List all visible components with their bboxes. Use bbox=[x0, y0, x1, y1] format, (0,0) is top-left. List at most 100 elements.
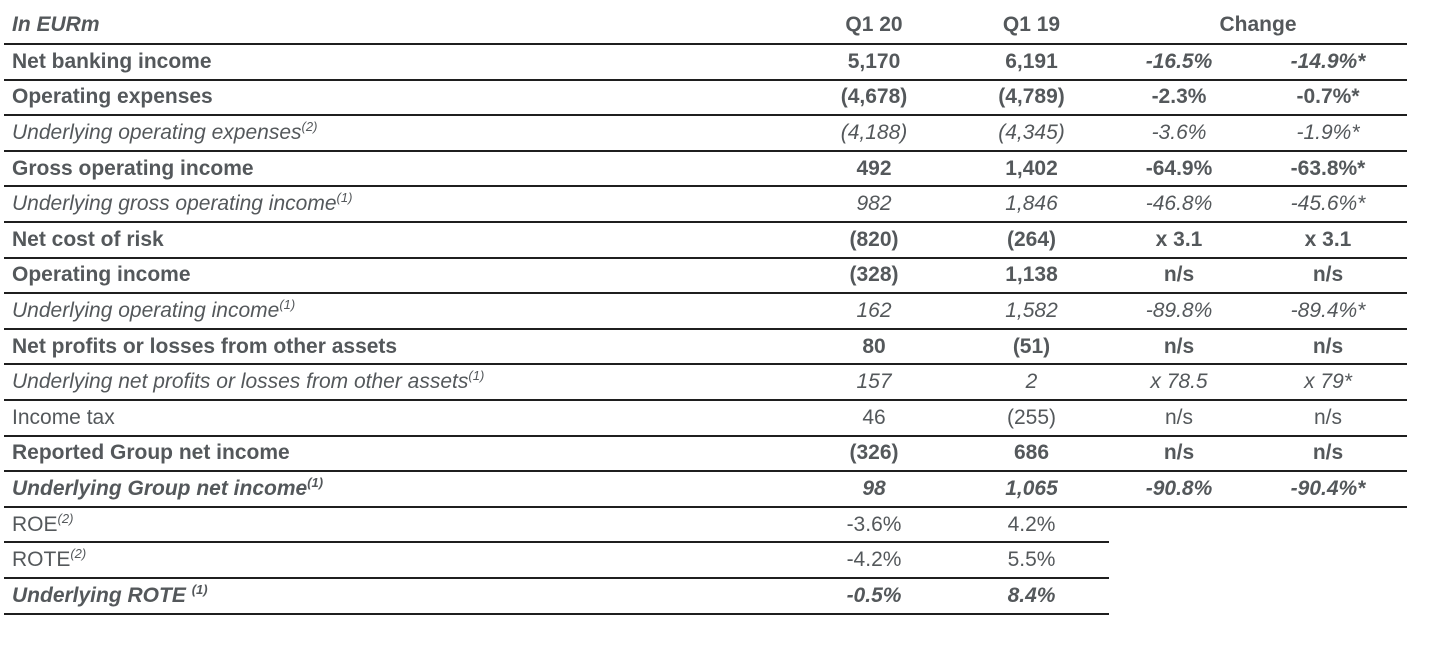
table-row: Underlying gross operating income(1) 982… bbox=[4, 186, 1408, 223]
cell-change-reported: n/s bbox=[1109, 399, 1249, 437]
table-body: Net banking income 5,170 6,191 -16.5% -1… bbox=[4, 44, 1408, 615]
row-label-text: Net cost of risk bbox=[12, 227, 164, 251]
cell-change-reported: -3.6% bbox=[1109, 115, 1249, 152]
cell-q119: 1,138 bbox=[954, 257, 1109, 295]
row-label-cell: ROTE(2) bbox=[4, 542, 794, 579]
cell-change-underlying: n/s bbox=[1249, 328, 1408, 366]
row-label-cell: Operating expenses bbox=[4, 79, 794, 117]
row-label-footnote: (2) bbox=[57, 510, 74, 526]
cell-change-reported: -2.3% bbox=[1109, 79, 1249, 117]
cell-q120: 162 bbox=[794, 293, 954, 330]
cell-change-underlying: -1.9%* bbox=[1249, 115, 1408, 152]
cell-change-reported: n/s bbox=[1109, 257, 1249, 295]
cell-change-underlying bbox=[1249, 542, 1407, 578]
cell-change-reported: x 3.1 bbox=[1109, 221, 1249, 259]
cell-change-underlying: -90.4%* bbox=[1249, 471, 1408, 508]
row-label-text: Underlying Group net income bbox=[12, 476, 308, 500]
cell-q119: 8.4% bbox=[954, 577, 1109, 615]
table-row: Net profits or losses from other assets … bbox=[4, 328, 1408, 366]
cell-change-underlying: -89.4%* bbox=[1249, 293, 1408, 330]
col-header-q120: Q1 20 bbox=[794, 6, 954, 45]
table-row: Gross operating income 492 1,402 -64.9% … bbox=[4, 150, 1408, 188]
cell-q119: 1,402 bbox=[954, 150, 1109, 188]
row-label-text: Income tax bbox=[12, 405, 115, 429]
table-row: Underlying operating expenses(2) (4,188)… bbox=[4, 115, 1408, 152]
cell-q120: (4,678) bbox=[794, 79, 954, 117]
row-label-text: Operating expenses bbox=[12, 85, 213, 109]
cell-q119: 1,065 bbox=[954, 471, 1109, 508]
row-label-text: Underlying operating expenses bbox=[12, 120, 302, 144]
col-header-change: Change bbox=[1109, 6, 1408, 45]
row-label-cell: Gross operating income bbox=[4, 150, 794, 188]
cell-q119: (51) bbox=[954, 328, 1109, 366]
cell-q119: 2 bbox=[954, 364, 1109, 401]
cell-change-underlying: x 79* bbox=[1249, 364, 1408, 401]
cell-q120: (326) bbox=[794, 435, 954, 473]
row-label-text: Underlying gross operating income bbox=[12, 192, 337, 216]
table-row: Underlying ROTE (1) -0.5% 8.4% bbox=[4, 577, 1407, 615]
row-label-text: Underlying ROTE bbox=[12, 583, 192, 607]
table-row: Net banking income 5,170 6,191 -16.5% -1… bbox=[4, 44, 1408, 81]
cell-q120: 492 bbox=[794, 150, 954, 188]
cell-q119: 4.2% bbox=[954, 506, 1109, 544]
cell-q120: 5,170 bbox=[794, 44, 954, 81]
row-label-cell: Underlying ROTE (1) bbox=[4, 577, 794, 615]
row-label-text: ROE bbox=[12, 512, 58, 536]
cell-q119: 1,846 bbox=[954, 186, 1109, 223]
row-label-cell: Income tax bbox=[4, 399, 794, 437]
table-header-row: In EURm Q1 20 Q1 19 Change bbox=[4, 6, 1408, 45]
cell-change-underlying: x 3.1 bbox=[1249, 221, 1408, 259]
row-label-text: ROTE bbox=[12, 548, 71, 572]
cell-change-underlying: -0.7%* bbox=[1249, 79, 1408, 117]
table-row: Operating expenses (4,678) (4,789) -2.3%… bbox=[4, 79, 1408, 117]
row-label-text: Underlying net profits or losses from ot… bbox=[12, 370, 469, 394]
table-row: Operating income (328) 1,138 n/s n/s bbox=[4, 257, 1408, 295]
row-label-cell: Reported Group net income bbox=[4, 435, 794, 473]
cell-change-underlying: -63.8%* bbox=[1249, 150, 1408, 188]
col-header-q119: Q1 19 bbox=[954, 6, 1109, 45]
row-label-cell: Operating income bbox=[4, 257, 794, 295]
row-label-cell: Underlying gross operating income(1) bbox=[4, 186, 794, 223]
row-label-cell: Underlying net profits or losses from ot… bbox=[4, 364, 794, 401]
cell-change-reported: x 78.5 bbox=[1109, 364, 1249, 401]
page: { "colors": { "text": "#54585b", "line":… bbox=[0, 6, 1435, 661]
cell-q119: (255) bbox=[954, 399, 1109, 437]
row-label-text: Underlying operating income bbox=[12, 298, 280, 322]
financial-results-table: In EURm Q1 20 Q1 19 Change Net banking i… bbox=[4, 6, 1408, 615]
table-row: ROE(2) -3.6% 4.2% bbox=[4, 506, 1407, 544]
cell-change-reported bbox=[1109, 542, 1249, 578]
row-label-footnote: (1) bbox=[336, 190, 353, 206]
cell-change-underlying bbox=[1249, 578, 1407, 614]
row-label-text: Gross operating income bbox=[12, 156, 254, 180]
cell-change-underlying: n/s bbox=[1249, 399, 1408, 437]
row-label-cell: Underlying operating income(1) bbox=[4, 293, 794, 330]
row-label-footnote: (1) bbox=[307, 474, 324, 490]
row-label-footnote: (2) bbox=[70, 546, 87, 562]
row-label-footnote: (1) bbox=[279, 296, 296, 312]
row-label-footnote: (1) bbox=[468, 368, 485, 384]
cell-q120: 80 bbox=[794, 328, 954, 366]
cell-q120: (820) bbox=[794, 221, 954, 259]
row-label-cell: Underlying operating expenses(2) bbox=[4, 115, 794, 152]
cell-change-reported: -16.5% bbox=[1109, 44, 1249, 81]
row-label-cell: Net banking income bbox=[4, 44, 794, 81]
cell-q120: 46 bbox=[794, 399, 954, 437]
cell-q120: 982 bbox=[794, 186, 954, 223]
row-label-text: Reported Group net income bbox=[12, 441, 290, 465]
cell-q119: (264) bbox=[954, 221, 1109, 259]
row-label-cell: Net cost of risk bbox=[4, 221, 794, 259]
table-row: Net cost of risk (820) (264) x 3.1 x 3.1 bbox=[4, 221, 1408, 259]
cell-change-reported: -90.8% bbox=[1109, 471, 1249, 508]
cell-q119: 686 bbox=[954, 435, 1109, 473]
cell-change-reported bbox=[1109, 578, 1249, 614]
row-label-text: Net profits or losses from other assets bbox=[12, 334, 398, 358]
cell-change-underlying: -14.9%* bbox=[1249, 44, 1408, 81]
row-label-cell: Net profits or losses from other assets bbox=[4, 328, 794, 366]
row-label-footnote: (1) bbox=[191, 581, 208, 597]
row-label-text: Operating income bbox=[12, 263, 191, 287]
cell-change-underlying: n/s bbox=[1249, 257, 1408, 295]
cell-change-reported bbox=[1109, 507, 1249, 543]
table-header: In EURm Q1 20 Q1 19 Change bbox=[4, 6, 1408, 45]
cell-q119: (4,345) bbox=[954, 115, 1109, 152]
cell-q119: 5.5% bbox=[954, 542, 1109, 579]
